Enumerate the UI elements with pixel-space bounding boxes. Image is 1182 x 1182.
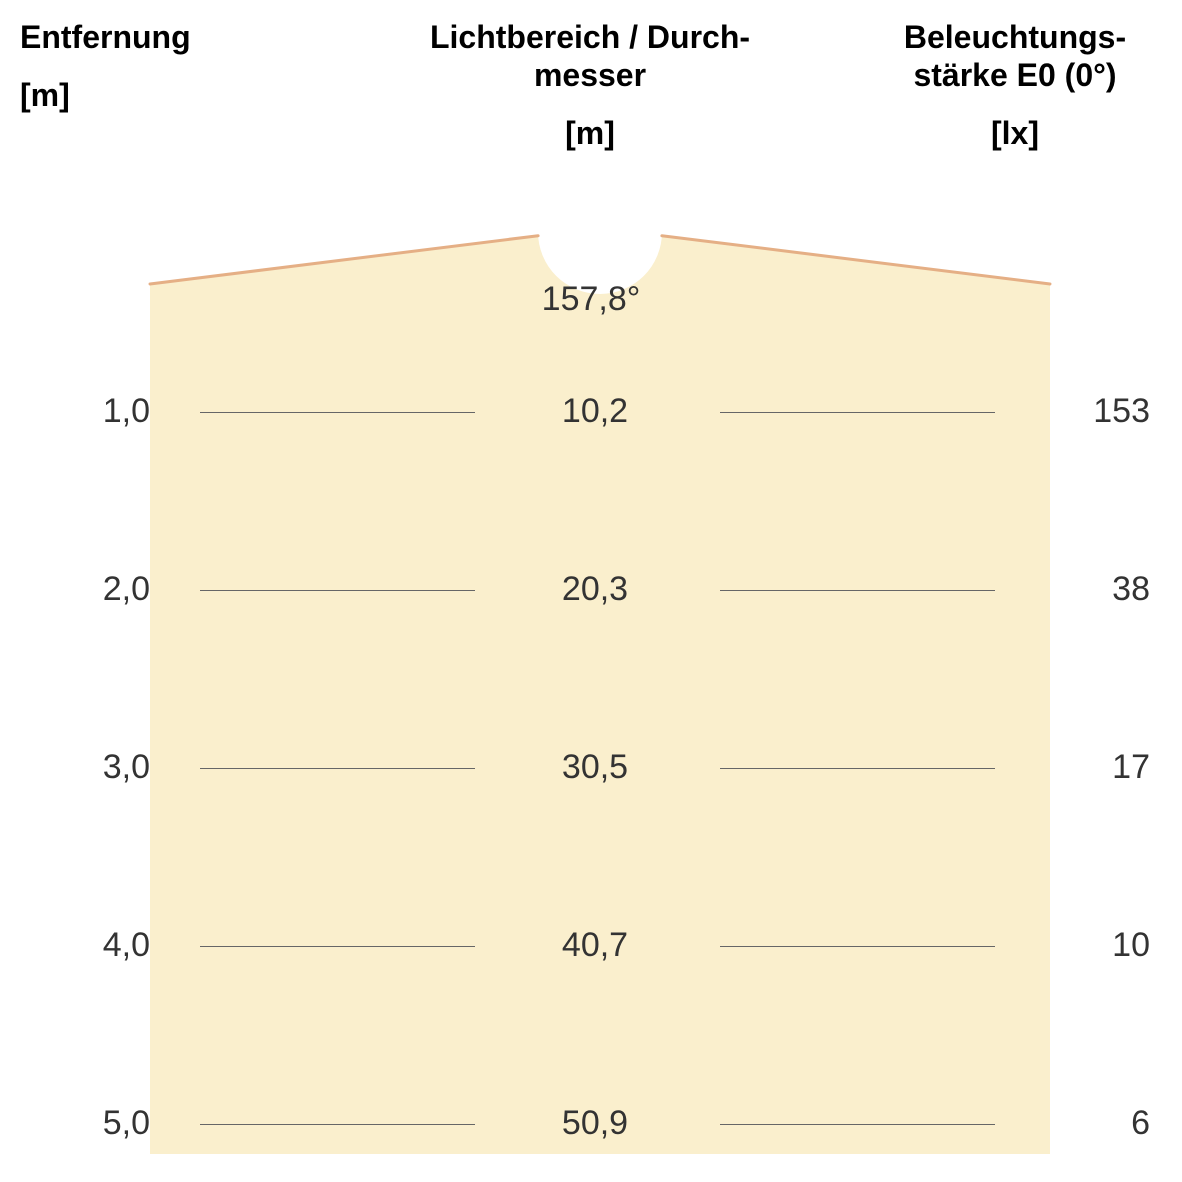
data-row: 5,0 50,9 6 (0, 1104, 1182, 1144)
cone-area (150, 228, 1050, 1158)
row-line-right (720, 1124, 995, 1125)
diameter-value: 30,5 (480, 748, 710, 787)
header-lux-title-1: Beleuchtungs- (870, 18, 1160, 56)
diameter-value: 10,2 (480, 392, 710, 431)
beam-angle-label: 157,8° (0, 280, 1182, 319)
header-diameter-unit: [m] (380, 114, 800, 152)
diameter-value: 20,3 (480, 570, 710, 609)
lux-value: 153 (1040, 392, 1150, 431)
row-line-left (200, 768, 475, 769)
header-lux-title-2: stärke E0 (0°) (870, 56, 1160, 94)
distance-value: 2,0 (60, 570, 150, 609)
lux-value: 38 (1040, 570, 1150, 609)
header-diameter-title-2: messer (380, 56, 800, 94)
row-line-left (200, 590, 475, 591)
row-line-right (720, 590, 995, 591)
cone-svg (150, 228, 1050, 1158)
row-line-right (720, 412, 995, 413)
header-row: Entfernung [m] Lichtbereich / Durch- mes… (0, 18, 1182, 178)
diameter-value: 50,9 (480, 1104, 710, 1143)
header-distance: Entfernung [m] (20, 18, 280, 114)
header-lux-unit: [lx] (870, 114, 1160, 152)
light-cone-diagram: Entfernung [m] Lichtbereich / Durch- mes… (0, 0, 1182, 1182)
header-diameter-title-1: Lichtbereich / Durch- (380, 18, 800, 56)
row-line-left (200, 946, 475, 947)
header-lux: Beleuchtungs- stärke E0 (0°) [lx] (870, 18, 1160, 152)
row-line-right (720, 768, 995, 769)
data-row: 2,0 20,3 38 (0, 570, 1182, 610)
lux-value: 6 (1040, 1104, 1150, 1143)
data-row: 3,0 30,5 17 (0, 748, 1182, 788)
distance-value: 3,0 (60, 748, 150, 787)
lux-value: 17 (1040, 748, 1150, 787)
distance-value: 5,0 (60, 1104, 150, 1143)
header-diameter: Lichtbereich / Durch- messer [m] (380, 18, 800, 152)
row-line-left (200, 1124, 475, 1125)
distance-value: 4,0 (60, 926, 150, 965)
diameter-value: 40,7 (480, 926, 710, 965)
data-row: 4,0 40,7 10 (0, 926, 1182, 966)
row-line-left (200, 412, 475, 413)
header-distance-unit: [m] (20, 76, 280, 114)
lux-value: 10 (1040, 926, 1150, 965)
row-line-right (720, 946, 995, 947)
data-row: 1,0 10,2 153 (0, 392, 1182, 432)
header-distance-title-1: Entfernung (20, 18, 280, 56)
distance-value: 1,0 (60, 392, 150, 431)
